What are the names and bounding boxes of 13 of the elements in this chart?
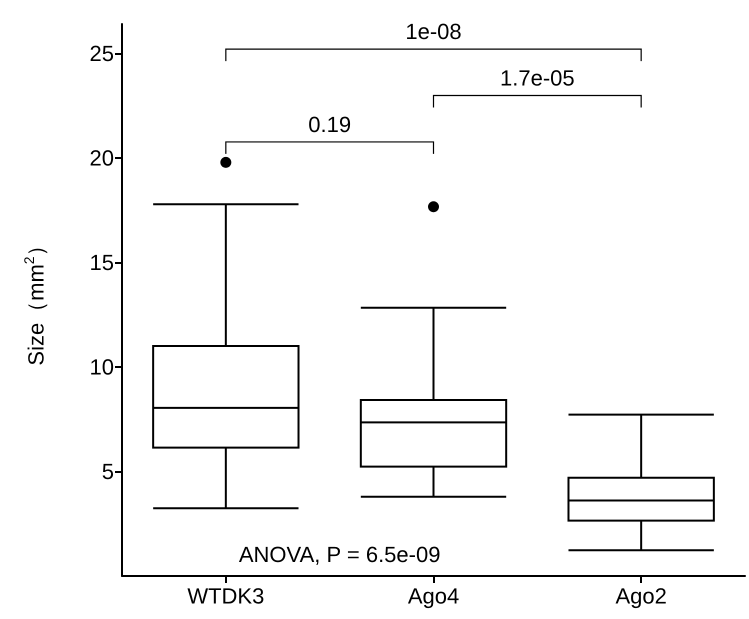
- annotation: 0.19: [308, 112, 352, 137]
- annotation: 1e-08: [405, 19, 462, 44]
- annotation: 1.7e-05: [500, 66, 575, 91]
- y-axis-title: Size（mm2）: [21, 234, 48, 366]
- y-tick-label: 10: [90, 354, 114, 380]
- y-tick-label: 15: [90, 250, 114, 275]
- annotation: ANOVA, P = 6.5e-09: [238, 542, 440, 567]
- x-tick-label: Ago2: [615, 584, 667, 608]
- y-tick-label: 20: [90, 145, 114, 170]
- y-tick-label: 5: [102, 458, 114, 484]
- y-tick-label: 25: [90, 40, 114, 66]
- x-tick-label: WTDK3: [187, 584, 264, 608]
- x-tick-label: Ago4: [408, 584, 460, 608]
